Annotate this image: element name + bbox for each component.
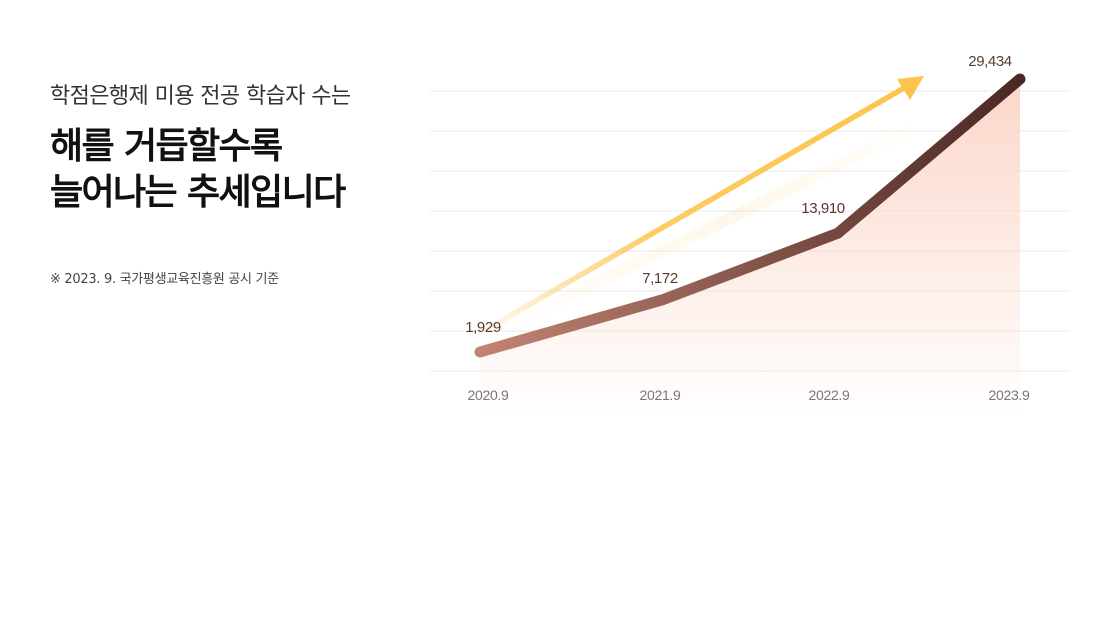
x-tick-label: 2022.9 [808,387,850,403]
series-line [474,73,1026,358]
trend-arrow-glow [478,126,912,344]
data-label: 1,929 [465,319,501,336]
headline: 해를 거듭할수록 늘어나는 추세입니다 [50,124,346,216]
data-label: 7,172 [642,270,678,287]
trend-arrow-head [897,76,924,100]
x-tick-label: 2023.9 [988,387,1030,403]
x-tick-label: 2021.9 [639,387,681,403]
data-label: 13,910 [801,200,845,217]
source-note: ※ 2023. 9. 국가평생교육진흥원 공시 기준 [50,272,279,287]
headline-line-1: 해를 거듭할수록 [50,126,283,167]
x-tick-label: 2020.9 [467,387,509,403]
trend-arrow-shaft [479,85,907,335]
data-label: 29,434 [968,53,1012,70]
headline-line-2: 늘어나는 추세입니다 [50,172,346,213]
chart-subtitle: 학점은행제 미용 전공 학습자 수는 [50,84,351,109]
series-area [480,79,1020,420]
